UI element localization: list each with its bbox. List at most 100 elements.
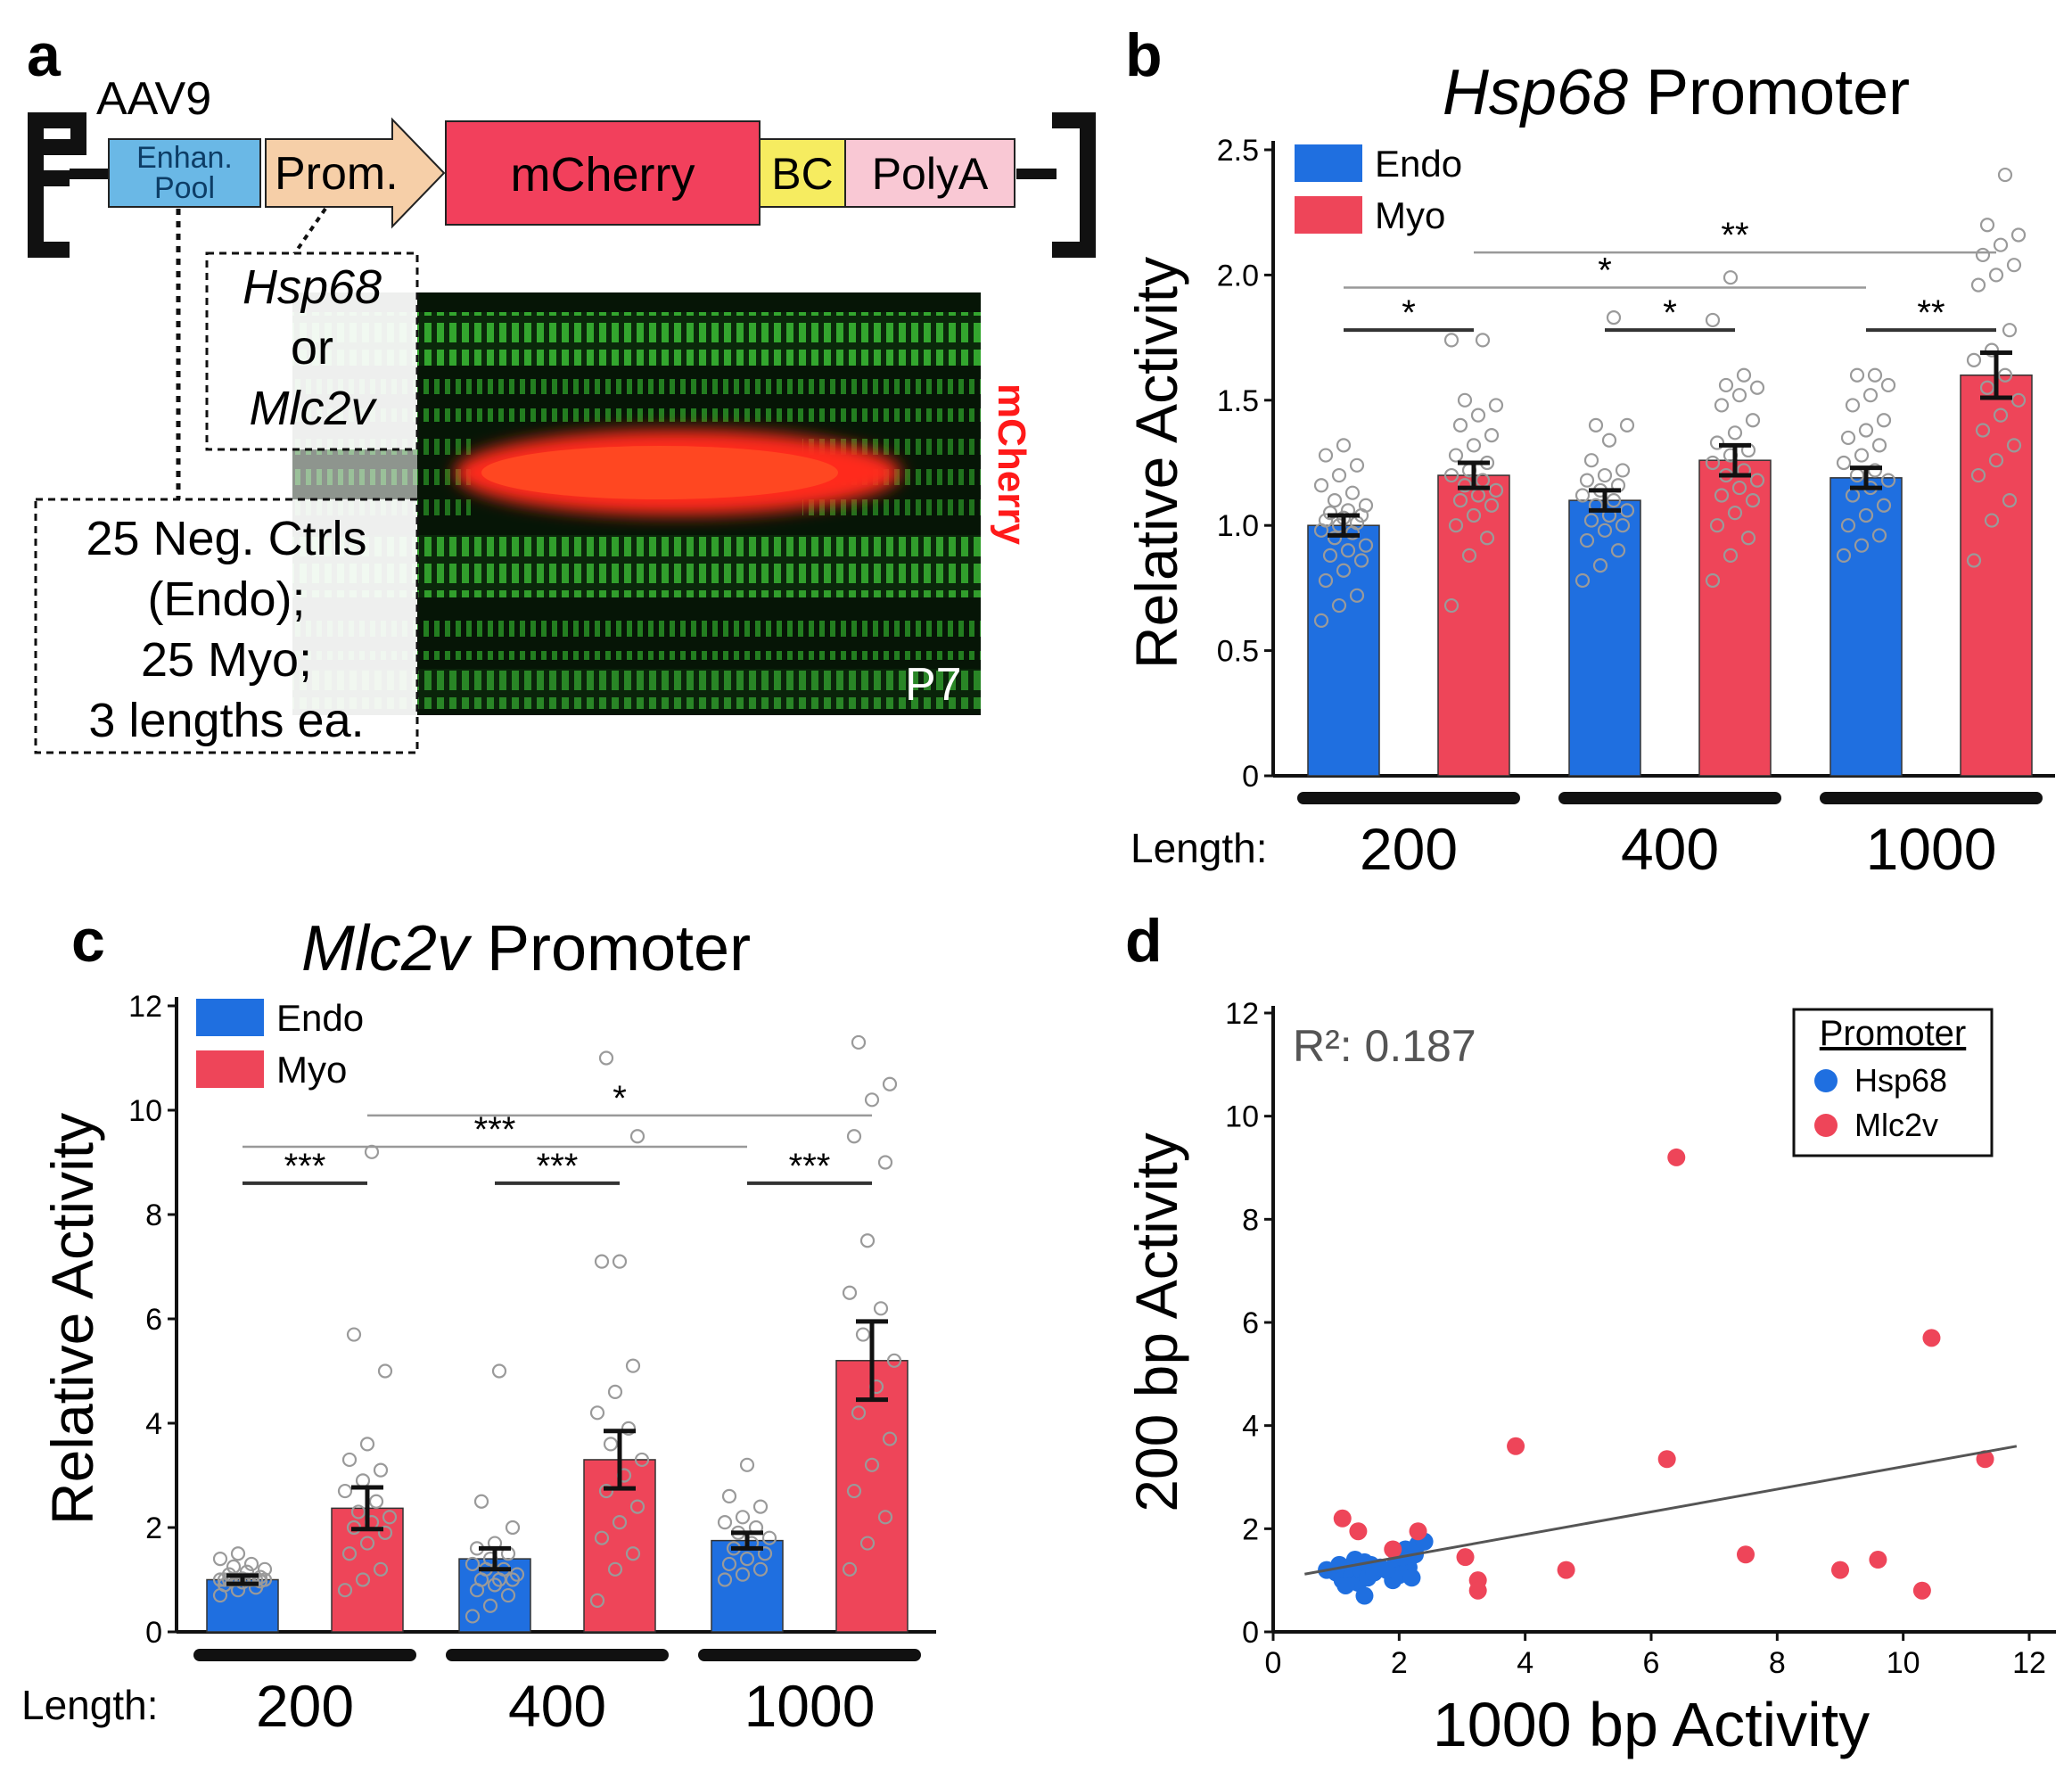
data-point bbox=[1854, 448, 1870, 463]
data-point bbox=[465, 1556, 481, 1572]
data-point bbox=[1466, 438, 1482, 453]
significance-label: *** bbox=[789, 1147, 831, 1186]
data-point bbox=[1745, 413, 1761, 428]
data-point bbox=[607, 1384, 623, 1400]
data-point bbox=[1579, 532, 1595, 548]
bar-myo bbox=[1960, 374, 2033, 777]
data-point bbox=[882, 1431, 898, 1446]
data-point bbox=[2010, 392, 2027, 408]
data-point bbox=[1597, 467, 1613, 483]
length-category-label: 400 bbox=[508, 1673, 606, 1739]
legend-label: Myo bbox=[1375, 194, 1445, 236]
y-tick-label: 4 bbox=[145, 1407, 162, 1441]
data-point bbox=[625, 1358, 641, 1373]
data-point bbox=[1862, 388, 1879, 403]
data-point bbox=[1601, 432, 1617, 448]
data-point bbox=[851, 1405, 867, 1421]
data-point bbox=[1840, 518, 1856, 533]
x-tick-label: 2 bbox=[1391, 1646, 1408, 1680]
data-point bbox=[1336, 563, 1352, 578]
y-tick-label: 2 bbox=[1242, 1512, 1259, 1546]
legend-swatch-endo bbox=[196, 999, 264, 1036]
data-point bbox=[1736, 367, 1752, 383]
data-point bbox=[1452, 493, 1468, 508]
data-point bbox=[752, 1499, 769, 1514]
data-point bbox=[1336, 438, 1352, 453]
y-tick-label: 1.5 bbox=[1217, 384, 1259, 418]
data-point bbox=[1988, 268, 2004, 283]
data-point bbox=[598, 1050, 614, 1066]
length-category-label: 400 bbox=[1621, 816, 1719, 882]
data-point bbox=[1448, 518, 1464, 533]
data-point bbox=[1714, 398, 1730, 413]
data-point bbox=[337, 1583, 353, 1598]
significance-label: *** bbox=[284, 1147, 326, 1186]
data-point bbox=[1749, 380, 1765, 395]
data-point bbox=[1488, 482, 1504, 498]
scatter-point-mlc2v bbox=[1657, 1450, 1676, 1469]
data-point bbox=[846, 1129, 862, 1144]
length-category-label: 200 bbox=[1360, 816, 1458, 882]
data-point bbox=[1993, 237, 2009, 252]
barcode-block bbox=[759, 138, 846, 208]
length-category-label: 1000 bbox=[744, 1673, 876, 1739]
x-tick-label: 4 bbox=[1517, 1646, 1533, 1680]
data-point bbox=[1979, 218, 1995, 233]
data-point bbox=[1313, 478, 1329, 493]
chart-title: Hsp68 Promoter bbox=[1443, 57, 1910, 128]
data-point bbox=[1727, 506, 1743, 521]
scatter-point-mlc2v bbox=[1976, 1450, 1994, 1469]
scatter-point-mlc2v bbox=[1456, 1548, 1475, 1567]
data-point bbox=[1443, 467, 1459, 483]
data-point bbox=[1443, 597, 1459, 614]
data-point bbox=[1997, 167, 2013, 183]
data-point bbox=[1313, 613, 1329, 629]
data-point bbox=[739, 1551, 755, 1567]
legend-label: Endo bbox=[1375, 143, 1462, 185]
data-point bbox=[1749, 473, 1765, 488]
data-point bbox=[1615, 518, 1631, 533]
scatter-point-mlc2v bbox=[1831, 1561, 1849, 1579]
enhancer-label-1: Enhan. bbox=[136, 141, 233, 175]
panel-b: b Hsp68 Promoter 0 0.5 1.0 1.5 2.0 2.5 Relative… bbox=[1123, 21, 2055, 882]
data-point bbox=[1836, 455, 1852, 471]
scatter-point-mlc2v bbox=[1468, 1581, 1487, 1600]
panel-d: d 00 2 2 4 4 6 6 8 8 10 10 12 12 200 bp Activity 1000 … bbox=[1123, 907, 2056, 1759]
data-point bbox=[864, 1092, 880, 1108]
barcode-label: BC bbox=[771, 149, 833, 199]
scatter-point-hsp68 bbox=[1402, 1569, 1421, 1587]
promoter-options-box bbox=[205, 251, 419, 451]
data-point bbox=[629, 1129, 645, 1144]
bar-endo bbox=[1307, 524, 1380, 777]
y-tick-label: 1.0 bbox=[1217, 509, 1259, 543]
data-point bbox=[355, 1473, 371, 1488]
polya-label: PolyA bbox=[872, 149, 989, 199]
data-point bbox=[2010, 227, 2027, 243]
data-point bbox=[1615, 463, 1631, 478]
data-point bbox=[1984, 342, 2000, 358]
scatter-point-mlc2v bbox=[1384, 1540, 1402, 1559]
data-point bbox=[634, 1452, 650, 1468]
data-point bbox=[1836, 548, 1852, 563]
data-point bbox=[1349, 588, 1365, 603]
data-point bbox=[230, 1546, 246, 1561]
data-point bbox=[1327, 531, 1343, 546]
data-point bbox=[1443, 333, 1459, 348]
data-point bbox=[1318, 448, 1334, 463]
data-point bbox=[598, 1483, 614, 1499]
legend-swatch-endo bbox=[1295, 144, 1362, 182]
promoter-option-1: Hsp68 bbox=[243, 260, 382, 314]
scatter-point-mlc2v bbox=[1922, 1329, 1941, 1347]
y-tick-label: 0 bbox=[1242, 1616, 1259, 1650]
data-point bbox=[1322, 506, 1338, 521]
data-point bbox=[603, 1437, 619, 1452]
data-point bbox=[1993, 408, 2009, 423]
data-point bbox=[1849, 367, 1865, 383]
data-point bbox=[509, 1567, 525, 1582]
enhancer-pool-block bbox=[108, 138, 261, 208]
data-point bbox=[373, 1561, 389, 1577]
data-point bbox=[257, 1561, 273, 1577]
data-point bbox=[882, 1076, 898, 1091]
